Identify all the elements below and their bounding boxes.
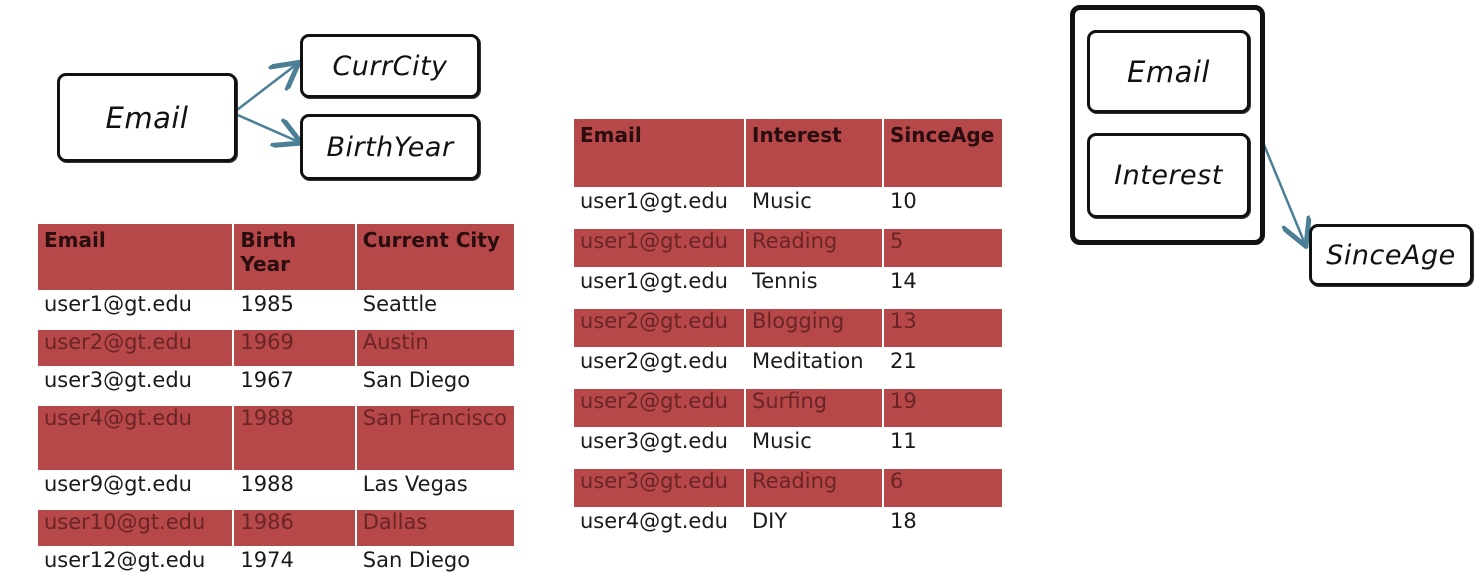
email-box-label: Email [105, 100, 189, 135]
interest-table-row-cell: user3@gt.edu [574, 469, 744, 507]
user-table-row-cell: 1967 [234, 368, 355, 404]
user-table-row-cell: user3@gt.edu [38, 368, 233, 404]
user-table-row-cell: user2@gt.edu [38, 330, 233, 366]
interest-table-row-cell: 5 [884, 229, 1002, 267]
user-table-row-cell: Austin [356, 330, 514, 366]
interest-table-row: user1@gt.edu Music 10 [574, 189, 1002, 227]
interest-table-header: Interest [746, 119, 882, 187]
user-table-row-cell: user12@gt.edu [38, 548, 233, 584]
arrow-email-to-currcity [232, 64, 297, 114]
interest-table-row-cell: Meditation [746, 349, 882, 387]
user-table-row-cell: 1988 [234, 472, 355, 508]
interest-table-row-cell: user2@gt.edu [574, 349, 744, 387]
arrow-group-to-sinceage [1260, 139, 1305, 244]
interest-table-row-cell: user2@gt.edu [574, 309, 744, 347]
interest-table-row-cell: Reading [746, 229, 882, 267]
interest-table-row: user1@gt.edu Reading 5 [574, 229, 1002, 267]
currcity-box-label: CurrCity [332, 50, 448, 82]
group-email-label: Email [1127, 54, 1210, 89]
user-table-row: user9@gt.edu 1988 Las Vegas [38, 472, 514, 508]
sinceage-box-label: SinceAge [1326, 239, 1456, 271]
arrow-email-to-birthyear [232, 111, 299, 142]
user-table-header: Current City [356, 224, 514, 290]
user-table-row-cell: 1988 [234, 406, 355, 470]
interest-table-header-row: Email Interest SinceAge [574, 119, 1002, 187]
interest-table-row-cell: Reading [746, 469, 882, 507]
interest-table-row-cell: 14 [884, 269, 1002, 307]
interest-table: Email Interest SinceAge user1@gt.edu Musi… [572, 117, 1004, 549]
user-table-row-cell: user1@gt.edu [38, 292, 233, 328]
user-table-row-cell: San Diego [356, 548, 514, 584]
interest-table-row-cell: user1@gt.edu [574, 269, 744, 307]
interest-table-row: user2@gt.edu Blogging 13 [574, 309, 1002, 347]
birthyear-box: BirthYear [300, 114, 480, 180]
user-table-row: user12@gt.edu 1974 San Diego [38, 548, 514, 584]
user-table-row-cell: 1986 [234, 510, 355, 546]
email-box: Email [57, 73, 237, 162]
user-table-row-cell: San Francisco [356, 406, 514, 470]
interest-table-row-cell: 6 [884, 469, 1002, 507]
interest-table-row-cell: Surfing [746, 389, 882, 427]
group-interest-label: Interest [1114, 160, 1223, 191]
interest-table-row-cell: 11 [884, 429, 1002, 467]
user-table-row-cell: Seattle [356, 292, 514, 328]
interest-table-row-cell: user1@gt.edu [574, 229, 744, 267]
interest-table-row-cell: user3@gt.edu [574, 429, 744, 467]
user-table-row: user4@gt.edu 1988 San Francisco [38, 406, 514, 470]
interest-table-row: user1@gt.edu Tennis 14 [574, 269, 1002, 307]
interest-table-row-cell: Tennis [746, 269, 882, 307]
interest-table-row: user2@gt.edu Surfing 19 [574, 389, 1002, 427]
user-table-row-cell: Las Vegas [356, 472, 514, 508]
interest-table-row-cell: user1@gt.edu [574, 189, 744, 227]
user-table-row-cell: 1969 [234, 330, 355, 366]
interest-table-row: user3@gt.edu Music 11 [574, 429, 1002, 467]
user-table-row: user1@gt.edu 1985 Seattle [38, 292, 514, 328]
user-table-row-cell: 1974 [234, 548, 355, 584]
user-table-row-cell: San Diego [356, 368, 514, 404]
user-table-row-cell: Dallas [356, 510, 514, 546]
interest-table-row: user2@gt.edu Meditation 21 [574, 349, 1002, 387]
sinceage-box: SinceAge [1309, 224, 1473, 286]
user-table-row-cell: user9@gt.edu [38, 472, 233, 508]
user-table-row-cell: 1985 [234, 292, 355, 328]
interest-table-row-cell: 10 [884, 189, 1002, 227]
group-email-box: Email [1087, 30, 1250, 113]
user-table-header: Email [38, 224, 233, 290]
user-table-header: Birth Year [234, 224, 355, 290]
user-table-row: user2@gt.edu 1969 Austin [38, 330, 514, 366]
interest-table-row: user3@gt.edu Reading 6 [574, 469, 1002, 507]
interest-table-row-cell: 13 [884, 309, 1002, 347]
currcity-box: CurrCity [300, 34, 480, 98]
interest-table-row-cell: user2@gt.edu [574, 389, 744, 427]
interest-table-row-cell: 18 [884, 509, 1002, 547]
interest-table-header: Email [574, 119, 744, 187]
interest-table-row: user4@gt.edu DIY 18 [574, 509, 1002, 547]
interest-table-row-cell: DIY [746, 509, 882, 547]
user-table-row: user3@gt.edu 1967 San Diego [38, 368, 514, 404]
interest-table-row-cell: user4@gt.edu [574, 509, 744, 547]
user-table-header-row: Email Birth Year Current City [38, 224, 514, 290]
interest-table-row-cell: 21 [884, 349, 1002, 387]
interest-table-header: SinceAge [884, 119, 1002, 187]
interest-table-row-cell: Music [746, 429, 882, 467]
user-table-row-cell: user10@gt.edu [38, 510, 233, 546]
interest-table-row-cell: Blogging [746, 309, 882, 347]
user-table: Email Birth Year Current City user1@gt.e… [36, 222, 516, 586]
birthyear-box-label: BirthYear [326, 131, 454, 163]
user-table-row-cell: user4@gt.edu [38, 406, 233, 470]
interest-table-row-cell: 19 [884, 389, 1002, 427]
user-table-row: user10@gt.edu 1986 Dallas [38, 510, 514, 546]
interest-table-row-cell: Music [746, 189, 882, 227]
group-interest-box: Interest [1087, 133, 1250, 218]
